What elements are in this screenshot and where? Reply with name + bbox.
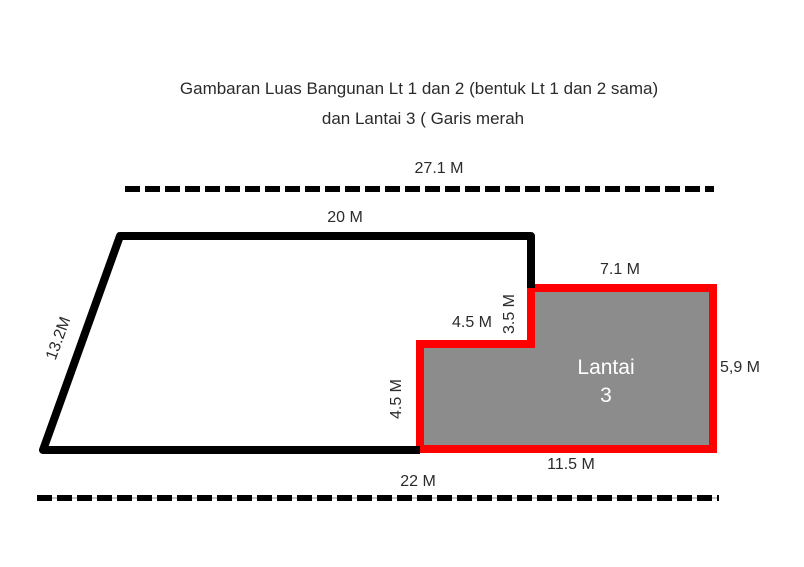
svg-text:7.1 M: 7.1 M xyxy=(600,261,640,278)
svg-text:27.1 M: 27.1 M xyxy=(415,160,464,177)
svg-text:dan Lantai 3 ( Garis merah: dan Lantai 3 ( Garis merah xyxy=(322,109,524,128)
svg-text:4.5 M: 4.5 M xyxy=(388,379,405,419)
svg-text:4.5 M: 4.5 M xyxy=(452,314,492,331)
svg-text:22 M: 22 M xyxy=(400,473,436,490)
svg-text:13.2M: 13.2M xyxy=(43,315,74,363)
svg-text:Lantai: Lantai xyxy=(577,356,634,379)
svg-text:Gambaran Luas Bangunan Lt 1 da: Gambaran Luas Bangunan Lt 1 dan 2 (bentu… xyxy=(180,79,658,98)
svg-text:11.5 M: 11.5 M xyxy=(547,456,595,473)
svg-text:3.5 M: 3.5 M xyxy=(501,294,518,334)
svg-text:20 M: 20 M xyxy=(327,209,363,226)
svg-text:3: 3 xyxy=(600,384,612,407)
svg-text:5,9 M: 5,9 M xyxy=(720,359,760,376)
